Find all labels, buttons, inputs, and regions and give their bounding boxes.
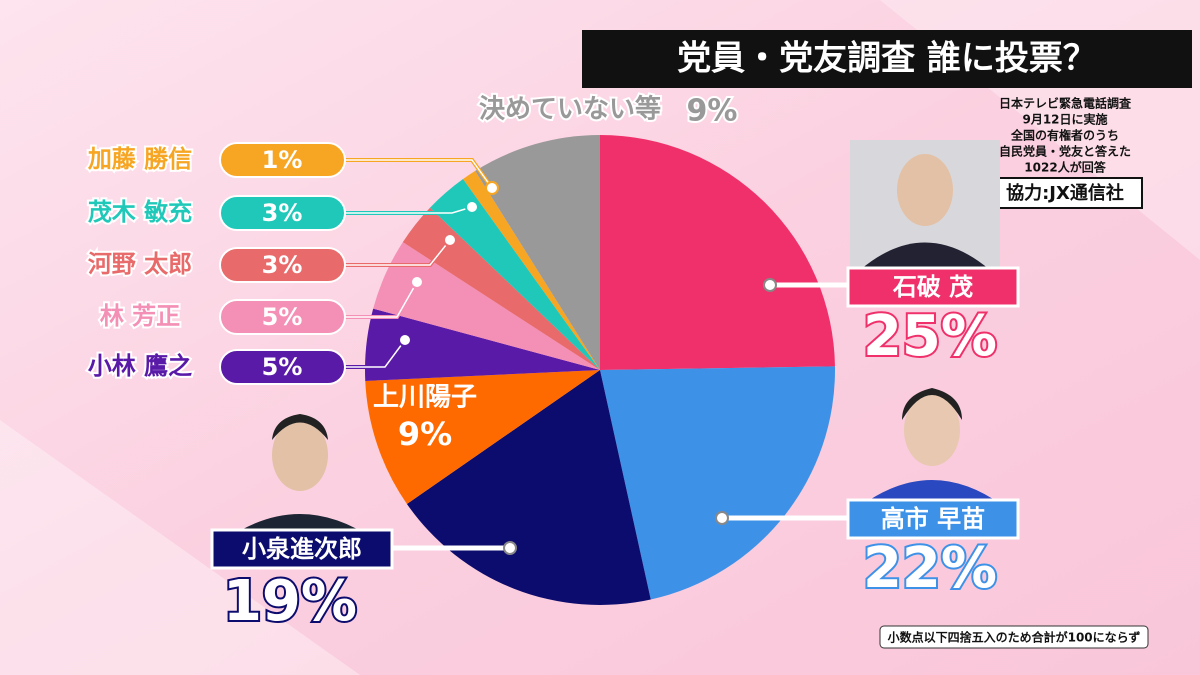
decor	[0, 420, 360, 675]
connector-dot	[443, 233, 457, 247]
pie-slice	[463, 170, 600, 370]
value-label: 22%	[863, 536, 997, 601]
pie-slice	[402, 207, 600, 370]
category-label: 林 芳正	[100, 302, 180, 330]
value-label: 9%	[687, 94, 738, 129]
value-pill	[219, 195, 346, 231]
category-label: 加藤 勝信	[88, 145, 192, 173]
value-label: 9%	[398, 415, 452, 453]
connector	[330, 281, 418, 318]
note: 全国の有権者のうち	[1010, 128, 1119, 143]
category-label: 河野 太郎	[88, 250, 192, 278]
value-label: 1%	[262, 146, 303, 174]
value-pill	[219, 349, 346, 385]
note: 1022人が回答	[1024, 160, 1106, 175]
category-label: 高市 早苗	[881, 505, 985, 533]
category-label: 小林 鷹之	[88, 352, 192, 380]
connector-dot	[503, 541, 517, 555]
note: 自民党員・党友と答えた	[999, 144, 1131, 159]
pie-slice	[365, 308, 600, 381]
connector-dot	[763, 278, 777, 292]
value-label: 3%	[262, 251, 303, 279]
value-pill	[219, 299, 346, 335]
value-pill	[219, 247, 346, 283]
pie-slice	[365, 370, 600, 504]
value-label: 5%	[262, 303, 303, 331]
value-label: 3%	[262, 199, 303, 227]
connector-dot	[485, 181, 499, 195]
connector-dot	[715, 511, 729, 525]
pie-slice	[429, 179, 600, 370]
connector	[330, 159, 493, 189]
notes: 日本テレビ緊急電話調査 9月12日に実施 全国の有権者のうち 自民党員・党友と答…	[999, 96, 1132, 175]
footnote-box	[879, 625, 1149, 649]
value-label: 19%	[223, 569, 357, 634]
footnote: 小数点以下四捨五入のため合計が100にならず	[888, 630, 1141, 645]
title-box	[582, 30, 1192, 88]
label-box	[210, 528, 394, 570]
label-box	[846, 266, 1020, 308]
category-label: 決めていない等	[479, 94, 661, 125]
pie-slice	[600, 366, 835, 600]
category-label: 石破 茂	[892, 273, 973, 301]
credit: 協力:JX通信社	[1006, 182, 1124, 204]
connector-dot	[465, 200, 479, 214]
connector	[330, 339, 406, 368]
chart-title: 党員・党友調査 誰に投票？	[677, 39, 1097, 79]
portrait	[850, 140, 1000, 270]
label-box	[846, 498, 1020, 540]
note: 日本テレビ緊急電話調査	[999, 96, 1132, 111]
value-label: 25%	[863, 304, 997, 369]
note: 9月12日に実施	[1022, 112, 1107, 127]
category-label: 茂木 敏充	[88, 198, 192, 226]
value-pill	[219, 142, 346, 178]
category-label: 小泉進次郎	[242, 535, 362, 563]
category-label: 上川陽子	[373, 383, 477, 413]
connector-dot	[410, 275, 424, 289]
connector-dot	[398, 333, 412, 347]
value-label: 5%	[262, 353, 303, 381]
pie-slice	[475, 135, 600, 370]
pie-slice	[600, 135, 835, 370]
pie-slice	[373, 242, 600, 370]
connector	[330, 239, 451, 266]
